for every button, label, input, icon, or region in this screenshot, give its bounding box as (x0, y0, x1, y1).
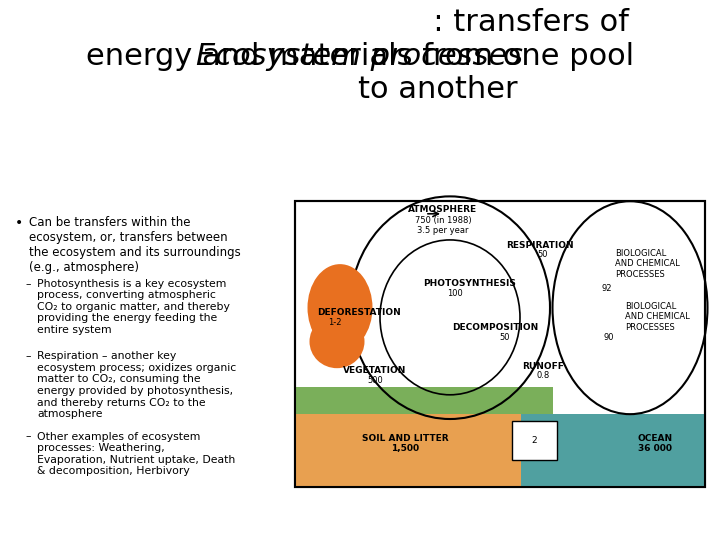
Text: RESPIRATION: RESPIRATION (506, 241, 574, 249)
Text: 50: 50 (500, 333, 510, 342)
Text: Other examples of ecosystem
processes: Weathering,
Evaporation, Nutrient uptake,: Other examples of ecosystem processes: W… (37, 431, 235, 476)
Text: 50: 50 (538, 251, 548, 259)
Text: : transfers of
energy and materials from one pool
                to another: : transfers of energy and materials from… (86, 8, 634, 104)
Text: SOIL AND LITTER
1,500: SOIL AND LITTER 1,500 (361, 434, 449, 453)
Ellipse shape (307, 264, 372, 351)
Text: 500: 500 (367, 376, 383, 385)
Bar (295, 201, 705, 487)
Text: 1-2: 1-2 (328, 318, 342, 327)
Bar (513, 421, 557, 460)
Text: 0.8: 0.8 (536, 372, 549, 380)
Text: Can be transfers within the
ecosystem, or, transfers between
the ecosystem and i: Can be transfers within the ecosystem, o… (29, 216, 240, 274)
Text: ATMOSPHERE: ATMOSPHERE (408, 205, 477, 214)
Text: DEFORESTATION: DEFORESTATION (317, 308, 401, 318)
Bar (521, 414, 705, 487)
Text: OCEAN
36 000: OCEAN 36 000 (637, 434, 672, 453)
Text: 100: 100 (447, 289, 463, 298)
Text: Photosynthesis is a key ecosystem
process, converting atmospheric
CO₂ to organic: Photosynthesis is a key ecosystem proces… (37, 279, 230, 335)
Text: 2: 2 (531, 436, 537, 445)
Text: BIOLOGICAL
AND CHEMICAL
PROCESSES: BIOLOGICAL AND CHEMICAL PROCESSES (615, 249, 680, 279)
Ellipse shape (310, 315, 364, 368)
Text: 90: 90 (603, 333, 613, 342)
Text: –: – (25, 351, 30, 361)
Bar (295, 201, 705, 487)
Text: VEGETATION: VEGETATION (343, 367, 407, 375)
Text: DECOMPOSITION: DECOMPOSITION (452, 323, 538, 332)
Text: Ecosystem processes: Ecosystem processes (197, 42, 523, 71)
Text: –: – (25, 279, 30, 289)
Text: Respiration – another key
ecosystem process; oxidizes organic
matter to CO₂, con: Respiration – another key ecosystem proc… (37, 351, 236, 419)
Text: 3.5 per year: 3.5 per year (418, 226, 469, 235)
Text: RUNOFF: RUNOFF (522, 362, 564, 370)
Text: 92: 92 (601, 284, 611, 293)
Text: 750 (in 1988): 750 (in 1988) (415, 217, 472, 225)
Bar (295, 387, 553, 414)
Bar (295, 414, 521, 487)
Text: –: – (25, 431, 30, 442)
Text: BIOLOGICAL
AND CHEMICAL
PROCESSES: BIOLOGICAL AND CHEMICAL PROCESSES (625, 302, 690, 332)
Text: PHOTOSYNTHESIS: PHOTOSYNTHESIS (423, 279, 516, 288)
Text: •: • (15, 216, 23, 229)
